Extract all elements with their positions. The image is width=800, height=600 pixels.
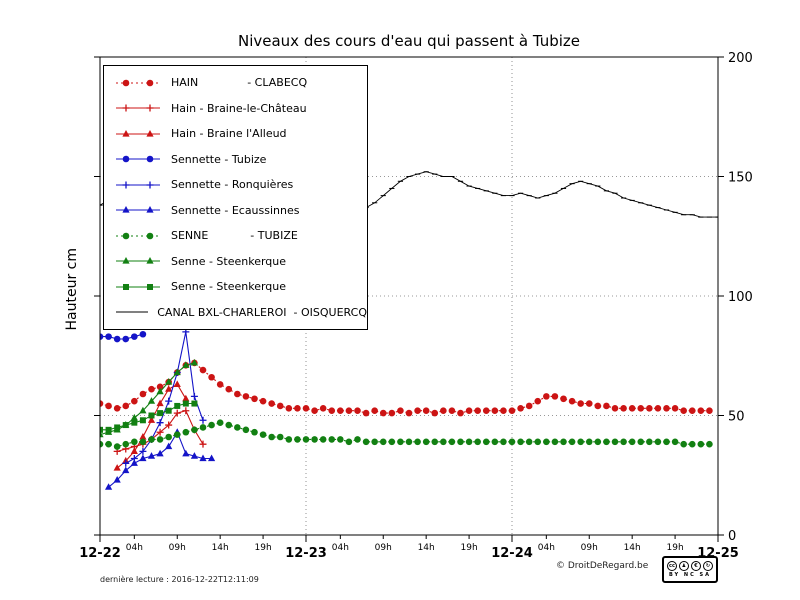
legend-item-sennette-tubize: Sennette - Tubize [114,147,367,173]
legend-label: Hain - Braine-le-Château [171,101,307,115]
series-canal-bxl-charleroi-oisquercq [99,171,719,218]
x-minor-tick-label: 09h [375,543,392,553]
x-minor-tick-label: 19h [255,543,272,553]
legend-label: Senne - Steenkerque [171,254,287,268]
legend-label: Senne - Steenkerque [171,280,287,294]
cc-logo-icon: cc [667,561,677,571]
legend-label: HAIN - CLABECQ [171,76,308,90]
series-senne-tubize [99,419,713,450]
legend-item-canal-bxl-charleroi-oisquercq: CANAL BXL-CHARLEROI - OISQUERCQ [114,300,367,326]
series-hain-clabecq [99,359,713,417]
last-reading-text: dernière lecture : 2016-12-22T12:11:09 [100,575,259,584]
x-minor-tick-label: 04h [538,543,555,553]
legend-swatch [116,257,160,264]
x-minor-tick-label: 04h [332,543,349,553]
series-senne-steenkerque-2 [99,400,198,433]
legend-item-sennette-ronquieres: Sennette - Ronquières [114,172,367,198]
x-major-tick-label: 12-24 [491,546,533,561]
footer-status: dernière lecture : 2016-12-22T12:11:09 d… [100,557,259,600]
legend-item-senne-steenkerque-2: Senne - Steenkerque [114,274,367,300]
legend-swatch [116,232,160,240]
y-tick-label: 50 [728,410,745,425]
legend-item-hain-braine-le-chateau: Hain - Braine-le-Château [114,96,367,122]
legend-item-senne-tubize: SENNE - TUBIZE [114,223,367,249]
cc-license-badge: cc ♟ € ↻ BY NC SA [662,556,718,583]
y-tick-label: 0 [728,529,736,544]
x-minor-tick-label: 14h [624,543,641,553]
x-major-tick-label: 12-22 [79,546,121,561]
legend-item-senne-steenkerque-1: Senne - Steenkerque [114,249,367,275]
series-layer [99,171,719,490]
legend-item-hain-braine-l-alleud: Hain - Braine l'Alleud [114,121,367,147]
cc-icons-row: cc ♟ € ↻ [667,561,713,571]
x-minor-tick-label: 14h [418,543,435,553]
legend-item-sennette-ecaussinnes: Sennette - Ecaussinnes [114,198,367,224]
legend: HAIN - CLABECQ Hain - Braine-le-Château Ha… [103,65,368,330]
legend-label: SENNE - TUBIZE [171,229,298,243]
x-minor-tick-label: 14h [212,543,229,553]
x-major-tick-label: 12-23 [285,546,327,561]
series-sennette-tubize [99,330,147,343]
share-alike-icon: ↻ [703,561,713,571]
legend-item-hain-clabecq: HAIN - CLABECQ [114,70,367,96]
x-minor-tick-label: 09h [581,543,598,553]
legend-label: Sennette - Tubize [171,152,267,166]
legend-swatch [116,79,160,87]
chart-title: Niveaux des cours d'eau qui passent à Tu… [237,32,581,50]
legend-swatch [116,155,160,163]
copyright-text: © DroitDeRegard.be [556,561,649,571]
x-minor-tick-label: 09h [169,543,186,553]
legend-swatch [116,206,160,213]
y-tick-label: 100 [728,290,753,305]
legend-swatch [116,283,160,290]
legend-label: Sennette - Ecaussinnes [171,203,300,217]
legend-swatch [116,181,160,189]
legend-swatch [116,104,160,112]
y-tick-label: 150 [728,171,753,186]
legend-label: CANAL BXL-CHARLEROI - OISQUERCQ [157,305,367,319]
non-commercial-icon: € [691,561,701,571]
legend-label: Sennette - Ronquières [171,178,294,192]
x-minor-tick-label: 19h [461,543,478,553]
y-tick-label: 200 [728,51,753,66]
attribution-icon: ♟ [679,561,689,571]
legend-swatch [116,129,160,137]
x-minor-tick-label: 04h [126,543,143,553]
legend-swatch [116,311,149,313]
series-senne-steenkerque-1 [99,358,199,438]
legend-label: Hain - Braine l'Alleud [171,127,287,141]
cc-labels-row: BY NC SA [669,572,711,578]
x-minor-tick-label: 19h [667,543,684,553]
